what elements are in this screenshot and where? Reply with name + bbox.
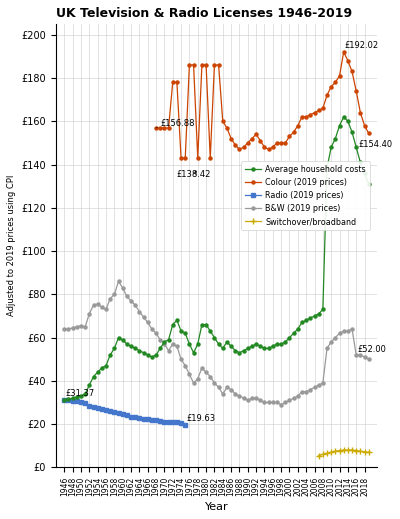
Radio (2019 prices) [137, 415, 142, 421]
Average household costs [162, 339, 167, 345]
Radio (2019 prices) [154, 417, 158, 424]
Radio (2019 prices) [162, 418, 167, 425]
Switchover/broadband [337, 447, 342, 454]
Text: £52.00: £52.00 [358, 345, 386, 353]
Colour (2019 prices) [287, 133, 292, 140]
Average household costs [62, 397, 67, 403]
Line: Radio (2019 prices): Radio (2019 prices) [63, 398, 187, 427]
B&W (2019 prices) [233, 391, 238, 397]
Colour (2019 prices) [296, 122, 300, 129]
Colour (2019 prices) [179, 155, 184, 161]
Radio (2019 prices) [179, 420, 184, 426]
Average household costs [341, 114, 346, 120]
Radio (2019 prices) [87, 403, 92, 409]
B&W (2019 prices) [62, 326, 67, 332]
B&W (2019 prices) [366, 356, 371, 362]
Text: UK Television & Radio Licenses 1946-2019: UK Television & Radio Licenses 1946-2019 [56, 7, 352, 20]
Radio (2019 prices) [95, 405, 100, 411]
Radio (2019 prices) [66, 397, 71, 403]
Switchover/broadband [350, 447, 354, 453]
Colour (2019 prices) [341, 49, 346, 55]
Colour (2019 prices) [233, 142, 238, 148]
Radio (2019 prices) [129, 414, 134, 420]
B&W (2019 prices) [279, 402, 284, 408]
Average household costs [129, 343, 134, 349]
Average household costs [337, 122, 342, 129]
B&W (2019 prices) [133, 302, 138, 308]
Radio (2019 prices) [174, 419, 179, 425]
Colour (2019 prices) [154, 125, 158, 131]
Y-axis label: Adjusted to 2019 prices using CPI: Adjusted to 2019 prices using CPI [7, 175, 16, 317]
Switchover/broadband [358, 448, 363, 454]
B&W (2019 prices) [129, 298, 134, 304]
Switchover/broadband [354, 447, 358, 454]
Switchover/broadband [329, 449, 334, 455]
Radio (2019 prices) [91, 404, 96, 410]
Colour (2019 prices) [270, 144, 275, 151]
Text: £156.88: £156.88 [156, 118, 195, 128]
Line: Average household costs: Average household costs [63, 115, 370, 401]
B&W (2019 prices) [166, 347, 171, 353]
Radio (2019 prices) [104, 407, 108, 413]
Text: £154.40: £154.40 [358, 140, 392, 149]
Colour (2019 prices) [258, 138, 263, 144]
Switchover/broadband [366, 449, 371, 455]
Text: £31.37: £31.37 [66, 389, 95, 398]
Radio (2019 prices) [62, 397, 67, 403]
Radio (2019 prices) [108, 408, 112, 414]
Radio (2019 prices) [83, 400, 88, 406]
Radio (2019 prices) [124, 413, 129, 419]
Radio (2019 prices) [150, 417, 154, 423]
Text: £192.02: £192.02 [345, 40, 379, 50]
Average household costs [229, 343, 234, 349]
Switchover/broadband [316, 453, 321, 459]
Colour (2019 prices) [366, 130, 371, 136]
Radio (2019 prices) [145, 416, 150, 422]
Radio (2019 prices) [133, 414, 138, 420]
Average household costs [233, 347, 238, 353]
Radio (2019 prices) [183, 422, 188, 428]
B&W (2019 prices) [346, 328, 350, 334]
Average household costs [366, 181, 371, 187]
Text: £19.63: £19.63 [186, 414, 216, 423]
Radio (2019 prices) [141, 416, 146, 422]
Switchover/broadband [346, 447, 350, 453]
B&W (2019 prices) [237, 393, 242, 399]
X-axis label: Year: Year [205, 502, 228, 512]
Radio (2019 prices) [100, 406, 104, 412]
Text: £138.42: £138.42 [177, 171, 211, 180]
Switchover/broadband [341, 447, 346, 453]
Radio (2019 prices) [116, 410, 121, 416]
Switchover/broadband [333, 448, 338, 454]
Radio (2019 prices) [74, 398, 79, 404]
Radio (2019 prices) [112, 409, 117, 415]
Line: Switchover/broadband: Switchover/broadband [316, 447, 372, 458]
Switchover/broadband [320, 452, 325, 458]
Colour (2019 prices) [170, 79, 175, 86]
Radio (2019 prices) [166, 419, 171, 425]
Radio (2019 prices) [78, 399, 83, 405]
Radio (2019 prices) [120, 411, 125, 417]
Radio (2019 prices) [70, 398, 75, 404]
Switchover/broadband [325, 450, 330, 456]
Average household costs [124, 341, 129, 347]
Radio (2019 prices) [170, 418, 175, 425]
Line: B&W (2019 prices): B&W (2019 prices) [63, 280, 370, 406]
Line: Colour (2019 prices): Colour (2019 prices) [154, 50, 370, 159]
B&W (2019 prices) [116, 278, 121, 284]
Radio (2019 prices) [158, 418, 163, 424]
Legend: Average household costs, Colour (2019 prices), Radio (2019 prices), B&W (2019 pr: Average household costs, Colour (2019 pr… [241, 161, 370, 230]
Switchover/broadband [362, 449, 367, 455]
